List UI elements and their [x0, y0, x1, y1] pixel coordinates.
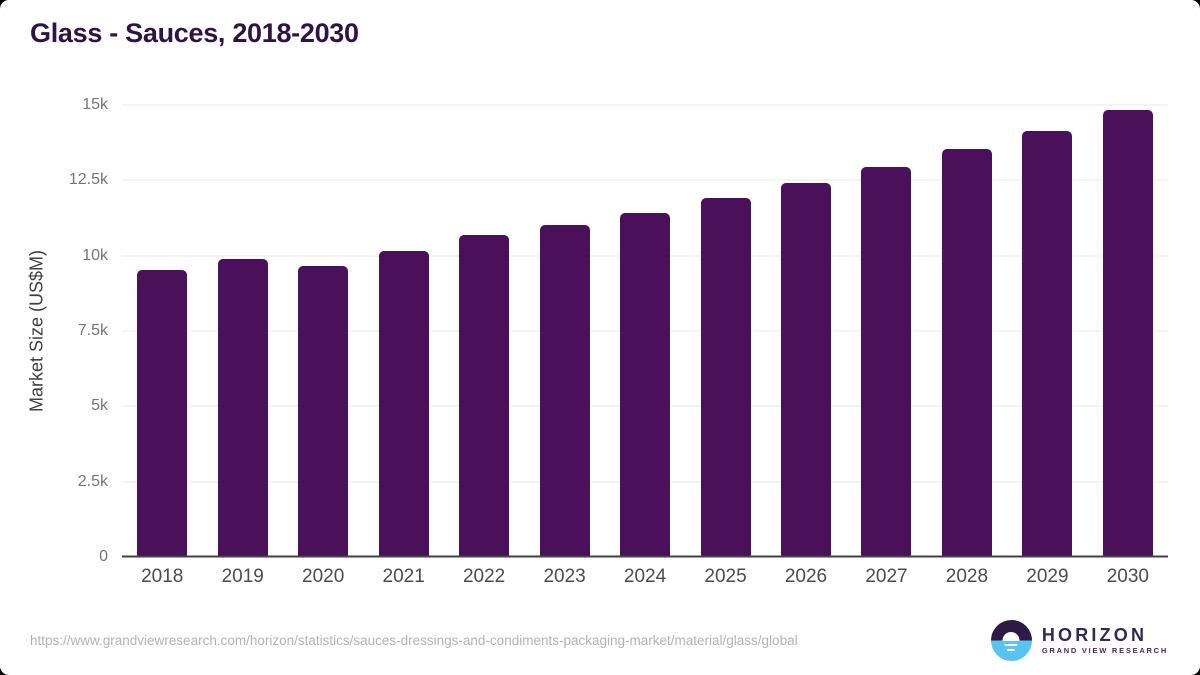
- x-tick-label-2029: 2029: [1026, 566, 1069, 587]
- bar-2024[interactable]: [620, 212, 671, 557]
- plot-area: 2018 2019 2020 2021 2022 2023 2024 2025 2026 2027…: [122, 104, 1168, 587]
- logo-brand-text: HORIZON: [1041, 625, 1148, 646]
- logo-tagline-text: GRAND VIEW RESEARCH: [1041, 646, 1168, 656]
- x-tick-label-2025: 2025: [704, 566, 747, 587]
- x-tick-label-2021: 2021: [382, 566, 425, 587]
- x-tick-label-2022: 2022: [462, 566, 506, 587]
- bar-2026[interactable]: [780, 183, 831, 557]
- bar-2025[interactable]: [700, 197, 751, 557]
- source-url: https://www.grandviewresearch.com/horizo…: [30, 633, 798, 648]
- x-tick-label-2026: 2026: [784, 566, 828, 587]
- horizon-sun-icon: [990, 620, 1032, 661]
- x-tick-label-2020: 2020: [302, 566, 345, 587]
- y-axis-tick-labels: 0 2.5k 5k 7.5k 10k 12.5k 15k: [0, 96, 108, 565]
- sun-reflection-line: [1007, 648, 1016, 651]
- logo-text: HORIZON GRAND VIEW RESEARCH: [1042, 626, 1168, 655]
- y-tick-label-5k: 5k: [91, 397, 108, 415]
- bar-2021[interactable]: [378, 250, 429, 557]
- bar-slot-2025: [685, 105, 765, 557]
- x-tick-label-2024: 2024: [623, 566, 667, 587]
- y-tick-label-12.5k: 12.5k: [68, 171, 108, 189]
- bar-slot-2026: [766, 105, 846, 557]
- bar-2027[interactable]: [861, 167, 912, 557]
- sun-reflection-line: [1004, 643, 1018, 646]
- sun-shape: [1002, 631, 1020, 641]
- x-tick-label-2018: 2018: [141, 566, 184, 587]
- bar-2023[interactable]: [539, 224, 590, 557]
- y-tick-label-7.5k: 7.5k: [77, 322, 108, 339]
- bar-slot-2029: [1007, 105, 1087, 557]
- bars-row: [122, 105, 1168, 557]
- x-axis-tick-labels: 2018 2019 2020 2021 2022 2023 2024 2025 2026 2027…: [122, 566, 1168, 588]
- x-tick-label-2027: 2027: [865, 566, 908, 587]
- bar-2022[interactable]: [459, 234, 510, 557]
- y-tick-label-2.5k: 2.5k: [77, 472, 108, 490]
- x-tick-label-2028: 2028: [945, 566, 989, 587]
- x-tick-label-2019: 2019: [221, 566, 264, 587]
- bar-2030[interactable]: [1102, 110, 1153, 557]
- gridline-12.5k: [122, 179, 1168, 181]
- footer: https://www.grandviewresearch.com/horizo…: [30, 620, 1168, 661]
- y-tick-label-15k: 15k: [82, 96, 108, 113]
- bar-slot-2021: [363, 105, 443, 557]
- chart-title: Glass - Sauces, 2018-2030: [30, 18, 359, 48]
- bar-2020[interactable]: [298, 266, 349, 557]
- y-tick-label-10k: 10k: [82, 246, 108, 264]
- bar-2029[interactable]: [1022, 130, 1073, 557]
- x-axis-line: [122, 555, 1168, 558]
- bar-2018[interactable]: [137, 270, 188, 557]
- bar-slot-2027: [846, 105, 926, 557]
- gridline-15k: [122, 104, 1168, 106]
- bar-slot-2028: [927, 105, 1007, 557]
- horizon-logo: HORIZON GRAND VIEW RESEARCH: [990, 620, 1168, 661]
- bar-slot-2024: [605, 105, 685, 557]
- bar-slot-2022: [444, 105, 524, 557]
- bar-slot-2030: [1088, 105, 1168, 557]
- y-tick-label-0: 0: [99, 548, 108, 565]
- bar-slot-2020: [283, 105, 363, 557]
- bar-2028[interactable]: [941, 149, 992, 557]
- bar-slot-2019: [202, 105, 282, 557]
- bar-slot-2018: [122, 105, 202, 557]
- bar-slot-2023: [524, 105, 604, 557]
- x-tick-label-2030: 2030: [1106, 566, 1149, 587]
- x-tick-label-2023: 2023: [543, 566, 586, 587]
- bar-2019[interactable]: [217, 258, 268, 557]
